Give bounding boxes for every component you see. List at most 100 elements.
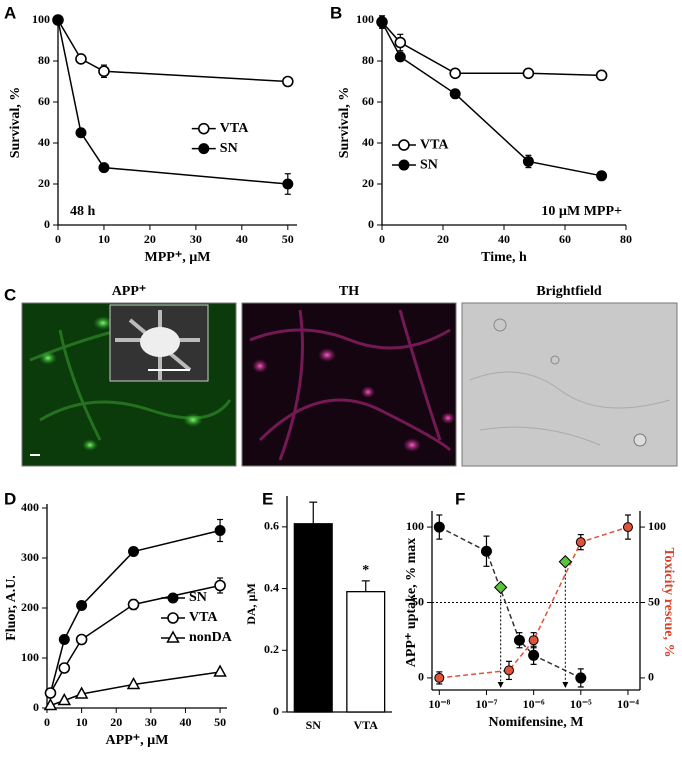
image-magenta	[241, 302, 457, 467]
data-point	[128, 546, 140, 557]
x-tick-label: 60	[559, 232, 571, 246]
annotation: 48 h	[70, 204, 96, 219]
x-tick-label: 80	[620, 232, 632, 246]
y-tick-label: 40	[362, 135, 374, 149]
data-point	[558, 555, 573, 569]
data-point	[433, 521, 445, 533]
x-axis-label: Nomifensine, M	[489, 715, 584, 730]
y-tick-label: 20	[362, 176, 374, 190]
panel-label: B	[330, 3, 342, 22]
x-axis-label: Time, h	[481, 250, 527, 265]
y-tick-label: 100	[406, 519, 424, 533]
x-tick-label: 50	[214, 715, 226, 729]
series-line	[57, 19, 288, 83]
data-point	[434, 672, 445, 683]
x-tick-label: 40	[498, 232, 510, 246]
y-tick-label: 400	[21, 500, 39, 514]
y-tick-label: 0	[418, 670, 424, 684]
image-title: Brightfield	[536, 284, 602, 299]
bar	[346, 591, 386, 713]
y-tick-label: 0.2	[264, 642, 279, 656]
x-tick-label: 0	[379, 232, 385, 246]
data-point	[44, 687, 57, 699]
data-point	[528, 649, 540, 661]
y-tick-label: 100	[356, 12, 374, 26]
panel-label: D	[4, 489, 16, 508]
y2-axis-label: Toxicity rescue, %	[661, 547, 676, 657]
data-point	[376, 16, 388, 28]
legend-label: nonDA	[189, 630, 233, 645]
y-tick-label: 40	[38, 135, 50, 149]
y-tick-label: 0	[368, 217, 374, 231]
x-tick-label: 50	[282, 232, 294, 246]
data-point	[513, 634, 525, 646]
legend-label: VTA	[189, 610, 218, 625]
data-point	[214, 525, 226, 536]
y-tick-label: 0	[33, 700, 39, 714]
panel-label: E	[262, 489, 273, 508]
data-point	[282, 75, 294, 88]
legend-label: VTA	[220, 121, 249, 136]
data-point	[493, 580, 508, 595]
legend-label: VTA	[420, 137, 449, 152]
panel-label: C	[4, 285, 16, 304]
x-tick-label: 30	[190, 232, 202, 246]
panel-label: F	[455, 489, 465, 508]
x-tick-label: 10⁻⁴	[617, 697, 639, 711]
data-point	[622, 522, 633, 533]
x-tick-label: 10	[98, 232, 110, 246]
y-tick-label: 50	[412, 594, 424, 608]
data-point	[522, 67, 535, 80]
y-tick-label: 80	[38, 53, 50, 67]
data-point	[98, 65, 110, 78]
x-tick-label: 40	[179, 715, 191, 729]
legend-marker	[198, 143, 210, 155]
y-axis-label: DA, µM	[244, 583, 258, 625]
x-tick-label: 20	[144, 232, 156, 246]
data-point	[75, 127, 87, 139]
data-point	[575, 672, 587, 684]
y-axis-label: Fluor, A.U.	[4, 575, 19, 641]
legend-label: SN	[189, 590, 207, 605]
y-tick-label: 300	[21, 550, 39, 564]
y-tick-label: 100	[21, 650, 39, 664]
y-tick-label: 60	[38, 94, 50, 108]
data-point	[449, 88, 461, 100]
legend-marker	[166, 630, 180, 643]
data-point	[522, 155, 534, 167]
data-point	[528, 635, 539, 646]
x-tick-label: SN	[306, 718, 322, 732]
bar	[293, 523, 333, 713]
image-title: TH	[339, 284, 359, 299]
x-tick-label: 0	[44, 715, 50, 729]
data-point	[480, 545, 492, 557]
y2-tick-label: 100	[648, 519, 666, 533]
y-axis-label: APP⁺ uptake, % max	[404, 538, 419, 668]
image-title: APP⁺	[112, 284, 147, 299]
drop-arrow	[562, 682, 569, 688]
significance-mark: *	[362, 563, 369, 578]
data-point	[126, 676, 141, 690]
data-point	[214, 579, 226, 592]
y-tick-label: 20	[38, 176, 50, 190]
x-tick-label: 0	[55, 232, 61, 246]
data-point	[75, 633, 88, 646]
image-green	[21, 302, 237, 467]
legend-marker	[167, 612, 179, 624]
x-tick-label: 10	[76, 715, 88, 729]
data-point	[213, 664, 227, 677]
series-line	[439, 526, 629, 679]
data-point	[394, 51, 406, 63]
legend-marker	[398, 159, 410, 171]
data-point	[449, 67, 462, 80]
x-tick-label: VTA	[354, 718, 379, 732]
data-point	[43, 697, 58, 711]
y2-tick-label: 50	[648, 594, 660, 608]
data-point	[75, 53, 87, 65]
legend-marker	[398, 139, 410, 151]
y-tick-label: 60	[362, 94, 374, 108]
panel-label: A	[4, 3, 16, 22]
y-tick-label: 0	[273, 704, 279, 718]
drop-arrow	[497, 682, 504, 688]
